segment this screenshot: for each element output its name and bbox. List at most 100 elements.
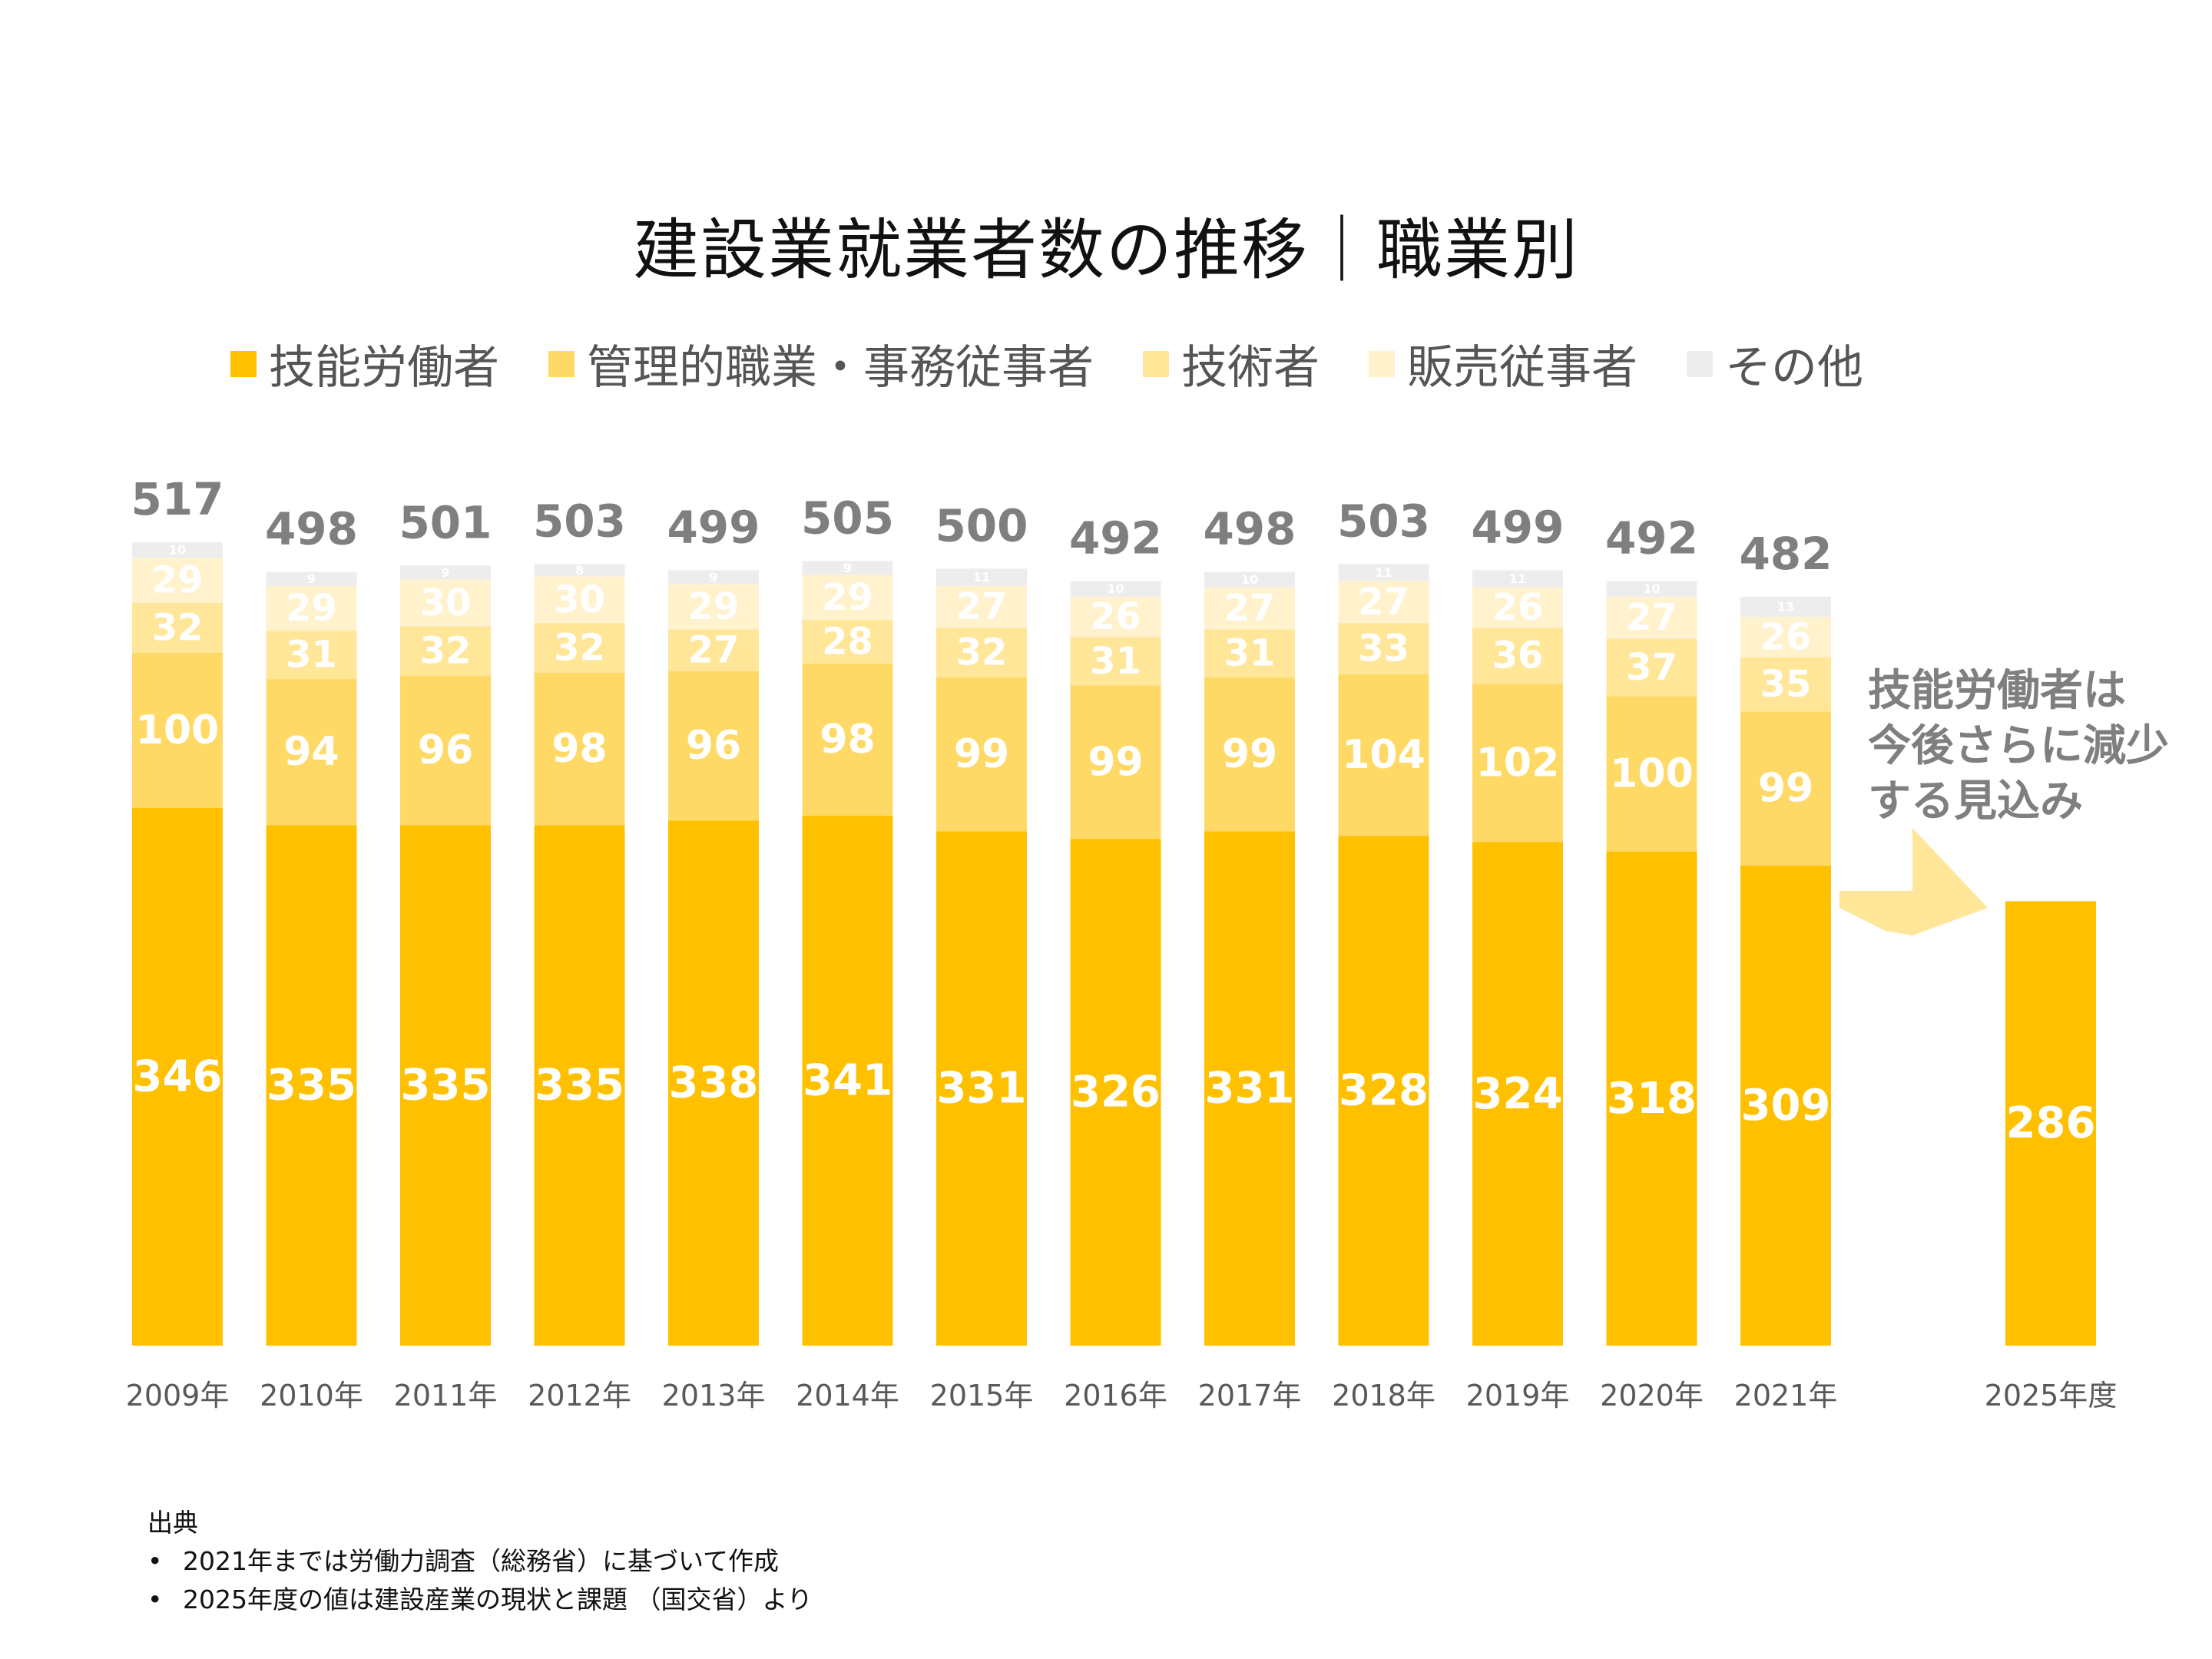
data-label: 94: [283, 729, 339, 775]
data-label: 30: [420, 581, 472, 624]
total-label: 503: [533, 495, 626, 547]
data-label: 341: [803, 1056, 892, 1106]
data-label: 29: [152, 559, 204, 602]
source-item-text: 2025年度の値は建設産業の現状と課題 （国交省）より: [183, 1584, 813, 1614]
bar-segment: [1070, 637, 1161, 686]
legend-swatch: [548, 350, 575, 377]
data-label: 32: [956, 631, 1008, 674]
total-label: 500: [935, 499, 1028, 551]
data-label: 9: [441, 565, 449, 580]
bar-segment: [936, 677, 1027, 832]
bar-segment: [1740, 657, 1831, 712]
x-tick-label: 2020年: [1600, 1379, 1704, 1412]
data-label: 9: [843, 561, 852, 575]
annotation-line: 今後さらに減少: [1868, 721, 2169, 771]
data-label: 326: [1071, 1068, 1161, 1118]
data-label: 100: [1610, 750, 1694, 796]
source-note: 出典 • 2021年までは労働力調査（総務省）に基づいて作成 • 2025年度の…: [147, 1504, 813, 1619]
source-item-text: 2021年までは労働力調査（総務省）に基づいて作成: [183, 1546, 779, 1576]
bar-segment: [1472, 570, 1563, 588]
data-label: 32: [420, 630, 472, 673]
bar-segment: [132, 602, 223, 653]
bar-segment: [132, 558, 223, 603]
data-label: 9: [307, 571, 316, 586]
x-tick-label: 2014年: [796, 1379, 899, 1412]
data-label: 31: [286, 634, 337, 677]
total-label: 505: [801, 492, 894, 544]
bar-segment: [1204, 629, 1295, 678]
total-label: 492: [1605, 512, 1698, 565]
legend-swatch: [230, 350, 257, 377]
bar-segment: [534, 564, 625, 577]
data-label: 28: [822, 621, 873, 664]
annotation: 技能労働者は 今後さらに減少 する見込み: [1839, 666, 2169, 935]
data-label: 11: [973, 570, 990, 584]
bar-segment: [1204, 677, 1295, 832]
bar-segment: [936, 628, 1027, 678]
bar-segment: [1338, 836, 1429, 1346]
bar-segment: [266, 825, 357, 1346]
data-label: 10: [1107, 581, 1124, 596]
total-label: 498: [1203, 502, 1296, 555]
data-label: 27: [1358, 581, 1409, 624]
total-label: 492: [1069, 512, 1162, 565]
data-label: 27: [956, 585, 1008, 628]
legend-swatch: [1369, 350, 1395, 377]
data-label: 26: [1760, 615, 1812, 658]
x-tick-label: 2010年: [260, 1379, 363, 1412]
bar-segment: [1472, 587, 1563, 628]
bar-layer: [132, 542, 2096, 1346]
legend-swatch: [1143, 350, 1169, 377]
bar-segment: [1070, 685, 1161, 839]
total-label: 499: [667, 501, 760, 553]
bar-segment: [802, 816, 893, 1346]
bar-segment: [266, 585, 357, 631]
legend-item-sales: 販売従事者: [1369, 330, 1637, 397]
bar-segment: [668, 629, 759, 671]
bar-segment: [400, 825, 491, 1346]
data-label: 335: [401, 1061, 491, 1111]
bar-segment: [2005, 901, 2096, 1346]
data-label: 29: [822, 576, 873, 619]
legend-item-engineer: 技術者: [1143, 330, 1320, 397]
data-label: 31: [1090, 640, 1141, 683]
data-label: 27: [688, 629, 740, 672]
data-label: 98: [820, 717, 875, 763]
bar-segment: [400, 565, 491, 580]
bar-segment: [1070, 596, 1161, 637]
bar-segment: [668, 820, 759, 1346]
bar-segment: [132, 542, 223, 558]
data-label: 29: [688, 585, 740, 628]
data-label: 33: [1358, 628, 1409, 671]
bar-segment: [802, 663, 893, 816]
data-label: 35: [1760, 663, 1812, 706]
data-label: 99: [954, 731, 1009, 777]
legend-label: 技術者: [1181, 341, 1320, 395]
data-label: 99: [1088, 739, 1143, 785]
bar-segment: [266, 571, 357, 586]
bar-segment: [936, 831, 1027, 1346]
data-label: 36: [1492, 634, 1544, 677]
bar-segment: [1740, 596, 1831, 618]
data-label: 11: [1375, 565, 1392, 580]
x-tick-label: 2019年: [1466, 1379, 1570, 1412]
data-label: 96: [686, 723, 741, 769]
source-item: • 2025年度の値は建設産業の現状と課題 （国交省）より: [147, 1581, 813, 1619]
data-label: 30: [554, 578, 605, 621]
total-label: 501: [399, 496, 492, 548]
bar-segment: [534, 672, 625, 826]
bar-segment: [802, 561, 893, 575]
bar-segment: [1606, 638, 1697, 697]
bar-segment: [668, 570, 759, 584]
data-label: 324: [1473, 1069, 1563, 1119]
data-label: 27: [1626, 596, 1677, 639]
data-label: 99: [1222, 731, 1277, 777]
data-label: 37: [1626, 646, 1677, 689]
data-label: 286: [2006, 1098, 2096, 1148]
bar-segment: [1204, 571, 1295, 588]
x-tick-label: 2025年度: [1985, 1379, 2118, 1412]
bar-segment: [400, 676, 491, 826]
data-label: 335: [535, 1061, 624, 1111]
x-tick-label: 2011年: [394, 1379, 498, 1412]
